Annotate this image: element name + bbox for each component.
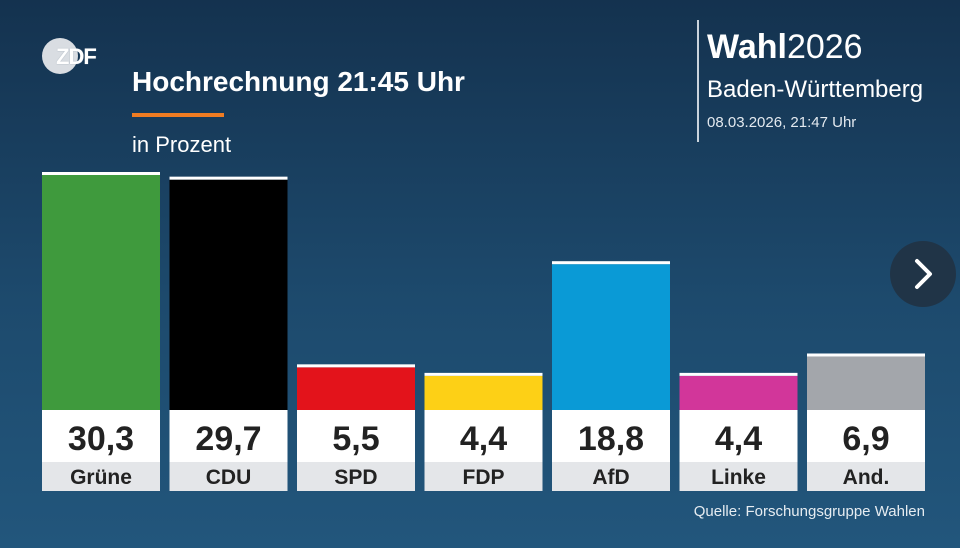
election-year: 2026 xyxy=(786,28,863,66)
category-box-cdu xyxy=(169,462,288,491)
election-region: Baden-Württemberg xyxy=(707,76,924,103)
next-button[interactable] xyxy=(890,241,956,307)
election-name: Wahl2026 xyxy=(707,28,863,67)
bar-and xyxy=(807,356,925,410)
bar-top-line-linke xyxy=(679,372,798,376)
category-label-linke: Linke xyxy=(711,466,766,489)
value-box-spd xyxy=(297,410,415,462)
bar-top-line-grne xyxy=(42,172,160,175)
value-label-spd: 5,5 xyxy=(332,420,379,458)
category-label-and: And. xyxy=(843,466,890,489)
category-label-spd: SPD xyxy=(334,466,377,489)
value-label-cdu: 29,7 xyxy=(195,420,261,458)
category-box-and xyxy=(807,462,925,491)
value-box-afd xyxy=(552,410,670,462)
category-box-spd xyxy=(297,462,415,491)
bar-top-line-cdu xyxy=(169,176,288,180)
bar-grne xyxy=(42,175,160,410)
chevron-right-icon xyxy=(915,259,932,289)
category-label-cdu: CDU xyxy=(206,466,252,489)
value-label-fdp: 4,4 xyxy=(460,420,507,458)
value-label-linke: 4,4 xyxy=(715,420,762,458)
category-box-afd xyxy=(552,462,670,491)
bar-top-line-and xyxy=(807,353,925,357)
title-accent-line xyxy=(132,113,224,117)
value-label-and: 6,9 xyxy=(842,420,889,458)
value-box-fdp xyxy=(424,410,543,462)
category-label-afd: AfD xyxy=(592,466,629,489)
bar-fdp xyxy=(424,375,543,410)
value-label-grne: 30,3 xyxy=(68,420,134,458)
election-name-bold: Wahl xyxy=(707,28,787,66)
zdf-logo: ZDF xyxy=(42,38,106,74)
value-box-cdu xyxy=(169,410,288,462)
chart-title: Hochrechnung 21:45 Uhr xyxy=(132,66,465,97)
bar-top-line-spd xyxy=(297,364,415,368)
bar-spd xyxy=(297,367,415,410)
value-box-linke xyxy=(679,410,798,462)
zdf-logo-circle xyxy=(42,38,78,74)
category-label-grne: Grüne xyxy=(70,466,132,489)
category-label-fdp: FDP xyxy=(463,466,505,489)
source-note: Quelle: Forschungsgruppe Wahlen xyxy=(693,503,925,520)
bar-top-line-afd xyxy=(552,261,670,265)
value-box-grne xyxy=(42,410,160,462)
header-divider xyxy=(697,20,699,142)
election-timestamp: 08.03.2026, 21:47 Uhr xyxy=(707,114,857,131)
category-box-fdp xyxy=(424,462,543,491)
bar-linke xyxy=(679,375,798,410)
zdf-logo-text: ZDF xyxy=(56,44,97,69)
value-box-and xyxy=(807,410,925,462)
bar-afd xyxy=(552,264,670,410)
value-label-afd: 18,8 xyxy=(578,420,644,458)
bar-cdu xyxy=(169,179,288,410)
category-box-grne xyxy=(42,462,160,491)
chart-subtitle: in Prozent xyxy=(132,132,232,157)
bar-top-line-fdp xyxy=(424,372,543,376)
category-box-linke xyxy=(679,462,798,491)
